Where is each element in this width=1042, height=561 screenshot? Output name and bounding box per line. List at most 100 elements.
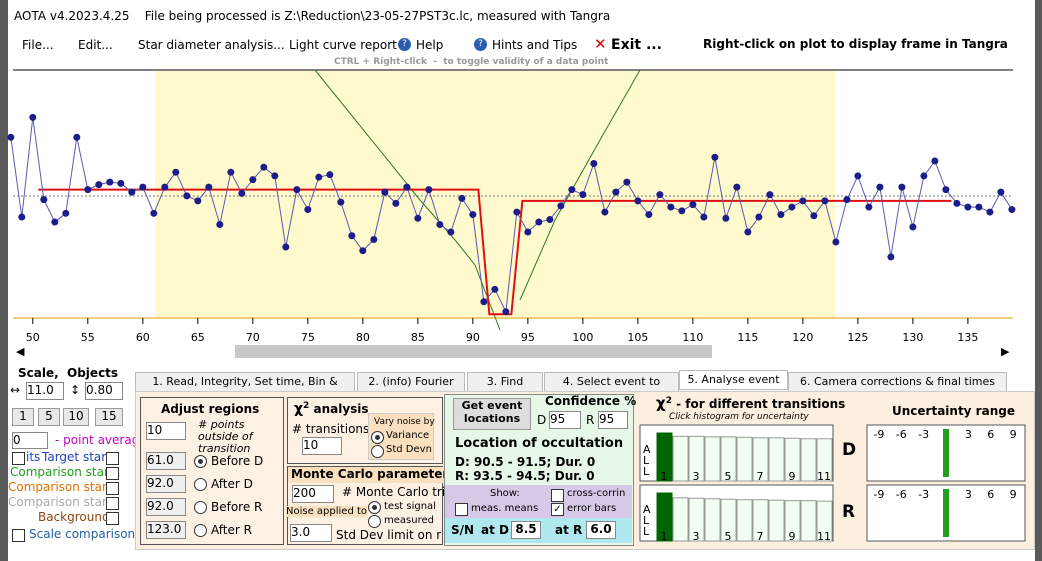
menu-item[interactable]: Hints and Tips bbox=[492, 38, 578, 52]
data-point bbox=[931, 157, 939, 165]
data-point bbox=[986, 208, 994, 216]
region-input[interactable]: 123.0 bbox=[146, 521, 186, 539]
menu-item[interactable]: Help bbox=[416, 38, 444, 52]
region-input[interactable]: 92.0 bbox=[146, 475, 186, 493]
object-label: Background bbox=[38, 510, 110, 524]
data-point bbox=[117, 179, 125, 187]
limit-label: Std Dev limit on noise bbox=[336, 528, 441, 542]
tab[interactable]: 4. Select event to analyse bbox=[544, 372, 679, 406]
scale-button[interactable]: 10 bbox=[63, 408, 89, 426]
chi-symbol: χ bbox=[656, 394, 666, 412]
tab[interactable]: 6. Camera corrections & final times Even… bbox=[788, 372, 1007, 406]
region-input[interactable]: 92.0 bbox=[146, 498, 186, 516]
get-events-button[interactable]: Get event locations bbox=[453, 398, 531, 430]
data-point bbox=[359, 247, 367, 255]
option-label: test signal bbox=[384, 501, 436, 512]
data-point bbox=[84, 186, 92, 194]
data-point bbox=[381, 188, 389, 196]
radio[interactable] bbox=[368, 515, 381, 528]
menu-item[interactable]: File... bbox=[22, 38, 54, 52]
objects-input[interactable]: 0.80 bbox=[85, 382, 123, 400]
region-input[interactable]: 61.0 bbox=[146, 452, 186, 470]
x-tick-label: 70 bbox=[246, 331, 260, 344]
checkbox[interactable] bbox=[12, 452, 25, 465]
plot-hint: CTRL + Right-click - to toggle validity … bbox=[334, 57, 609, 67]
error-bars-label: error bars bbox=[567, 503, 617, 514]
radio[interactable] bbox=[194, 524, 207, 537]
x-tick-label: 50 bbox=[26, 331, 40, 344]
scale-button[interactable]: 15 bbox=[95, 408, 123, 426]
data-point bbox=[73, 133, 81, 141]
x-tick-label: 90 bbox=[466, 331, 480, 344]
scroll-right[interactable]: ▶ bbox=[1001, 345, 1010, 358]
data-point bbox=[315, 173, 323, 181]
d-confidence[interactable]: 95 bbox=[549, 411, 581, 429]
checkbox-checked[interactable]: ✓ bbox=[551, 503, 564, 516]
hist-side-label: D bbox=[842, 440, 857, 460]
checkbox[interactable] bbox=[106, 452, 119, 465]
tab-active[interactable]: 5. Analyse event #1 bbox=[679, 370, 788, 404]
radio[interactable] bbox=[194, 501, 207, 514]
data-point bbox=[150, 209, 158, 217]
data-point bbox=[282, 243, 290, 251]
regions-title: Adjust regions bbox=[161, 402, 260, 416]
data-point bbox=[909, 223, 917, 231]
tab[interactable]: 1. Read, Integrity, Set time, Bin & norm… bbox=[135, 372, 355, 406]
window-title: AOTA v4.2023.4.25 File being processed i… bbox=[14, 9, 611, 23]
x-tick-label: 80 bbox=[356, 331, 370, 344]
radio[interactable] bbox=[368, 501, 381, 514]
menu-item[interactable]: Exit ... bbox=[611, 37, 662, 53]
checkbox[interactable] bbox=[106, 497, 119, 510]
menu-item[interactable]: Light curve report bbox=[289, 38, 397, 52]
option-label: Variance bbox=[386, 430, 430, 441]
sn-r: 6.0 bbox=[586, 521, 616, 539]
means-label: meas. means bbox=[471, 503, 539, 514]
data-point bbox=[469, 211, 477, 219]
data-point bbox=[370, 235, 378, 243]
checkbox[interactable] bbox=[12, 529, 25, 542]
x-tick-label: 110 bbox=[682, 331, 703, 344]
data-point bbox=[590, 159, 598, 167]
scale-input[interactable]: 11.0 bbox=[26, 382, 64, 400]
data-point bbox=[447, 228, 455, 236]
data-point bbox=[546, 216, 554, 224]
checkbox[interactable] bbox=[551, 489, 564, 502]
data-point bbox=[557, 202, 565, 210]
tab[interactable]: 2. (info) Fourier plot bbox=[357, 372, 465, 406]
help-icon: ? bbox=[398, 38, 411, 51]
checkbox[interactable] bbox=[106, 467, 119, 480]
radio[interactable] bbox=[194, 455, 207, 468]
radio[interactable] bbox=[371, 431, 384, 444]
average-select[interactable]: 0 bbox=[12, 432, 48, 449]
data-line bbox=[10, 117, 1013, 314]
limit-input[interactable]: 3.0 bbox=[290, 524, 332, 542]
menu-item[interactable]: Star diameter analysis... bbox=[138, 38, 285, 52]
data-point bbox=[887, 253, 895, 261]
checkbox[interactable] bbox=[106, 512, 119, 525]
data-point bbox=[810, 212, 818, 220]
scale-button[interactable]: 1 bbox=[12, 408, 34, 426]
data-point bbox=[722, 214, 730, 222]
data-point bbox=[821, 197, 829, 205]
x-tick-label: 60 bbox=[136, 331, 150, 344]
help-icon: ? bbox=[474, 38, 487, 51]
radio[interactable] bbox=[194, 478, 207, 491]
d-label: D bbox=[537, 413, 547, 427]
scroll-left[interactable]: ◀ bbox=[16, 345, 25, 358]
checkbox[interactable] bbox=[106, 482, 119, 495]
object-label: Target star bbox=[42, 450, 107, 464]
trials-input[interactable]: 200 bbox=[292, 485, 334, 503]
tab[interactable]: 3. Find events bbox=[467, 372, 543, 406]
menu-item[interactable]: Edit... bbox=[78, 38, 113, 52]
r-confidence[interactable]: 95 bbox=[598, 411, 628, 429]
checkbox[interactable] bbox=[455, 503, 468, 516]
x-tick-label: 95 bbox=[521, 331, 535, 344]
transitions-input[interactable]: 10 bbox=[302, 437, 342, 455]
scale-button[interactable]: 5 bbox=[38, 408, 60, 426]
scrollbar-thumb[interactable] bbox=[235, 345, 712, 358]
radio[interactable] bbox=[371, 445, 384, 458]
points-input[interactable]: 10 bbox=[146, 422, 186, 440]
data-point bbox=[161, 183, 169, 191]
x-tick-label: 55 bbox=[81, 331, 95, 344]
